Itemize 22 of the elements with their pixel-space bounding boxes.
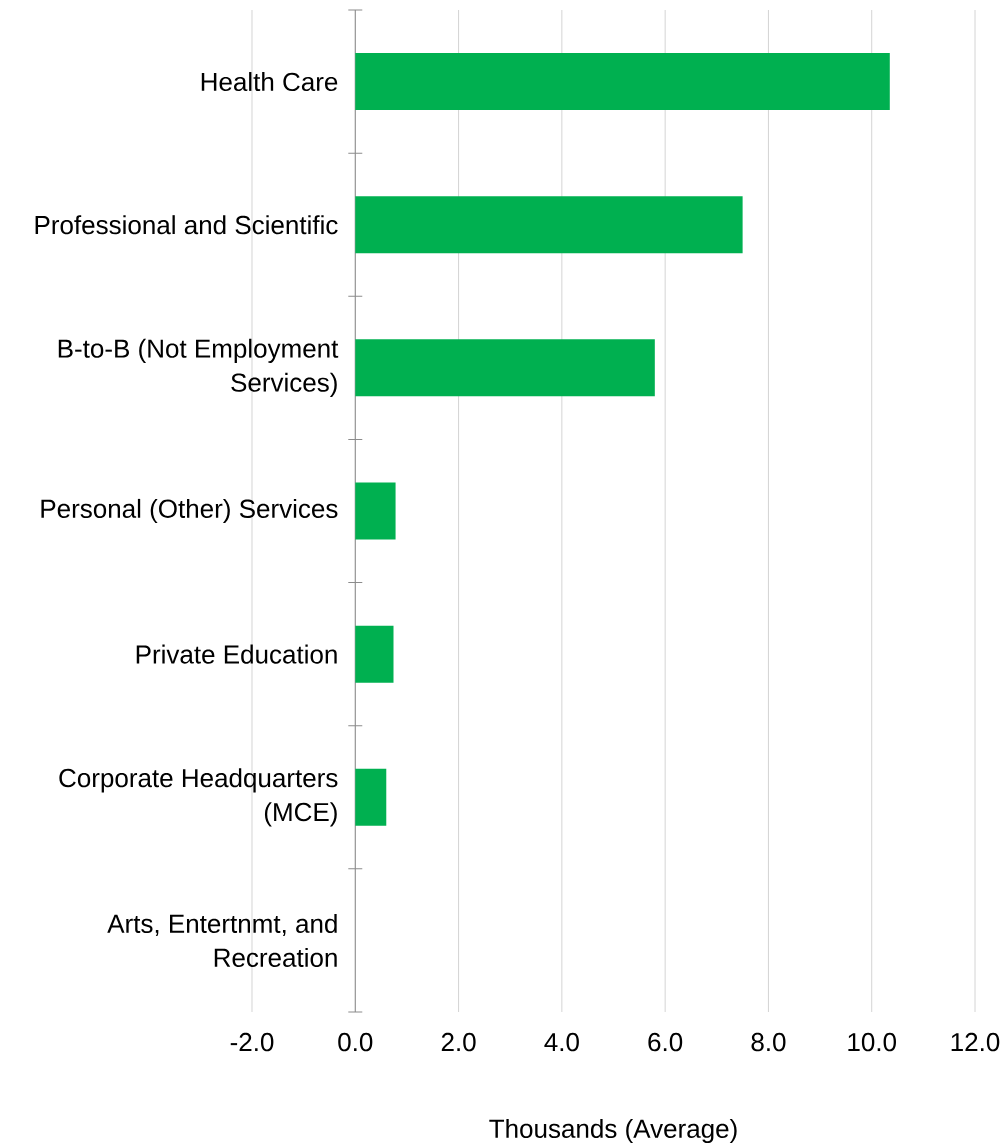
x-tick-label: 2.0 bbox=[441, 1032, 476, 1052]
x-tick-label: -2.0 bbox=[230, 1032, 274, 1052]
y-tick-label: Corporate Headquarters (MCE) bbox=[59, 768, 338, 827]
bar bbox=[355, 339, 655, 397]
bar bbox=[355, 625, 394, 683]
y-tick-label: Private Education bbox=[136, 644, 337, 664]
x-tick-label: 8.0 bbox=[751, 1032, 786, 1052]
x-tick-label: 10.0 bbox=[848, 1032, 896, 1052]
bar bbox=[355, 768, 387, 826]
x-axis-title: Thousands (Average) bbox=[489, 1118, 737, 1144]
y-tick-label: Personal (Other) Services bbox=[41, 498, 338, 524]
x-tick-label: 6.0 bbox=[648, 1032, 683, 1052]
bar bbox=[355, 482, 396, 540]
x-tick-label: 12.0 bbox=[951, 1032, 1000, 1052]
y-tick-label: B-to-B (Not Employment Services) bbox=[58, 338, 339, 397]
bar bbox=[355, 53, 890, 111]
x-tick-label: 0.0 bbox=[338, 1032, 373, 1052]
y-tick-label: Arts, Entertnmt, and Recreation bbox=[107, 913, 337, 967]
x-tick-label: 4.0 bbox=[544, 1032, 579, 1052]
bar bbox=[355, 196, 743, 254]
y-tick-label: Professional and Scientific bbox=[35, 215, 338, 235]
y-tick-label: Health Care bbox=[201, 72, 338, 92]
